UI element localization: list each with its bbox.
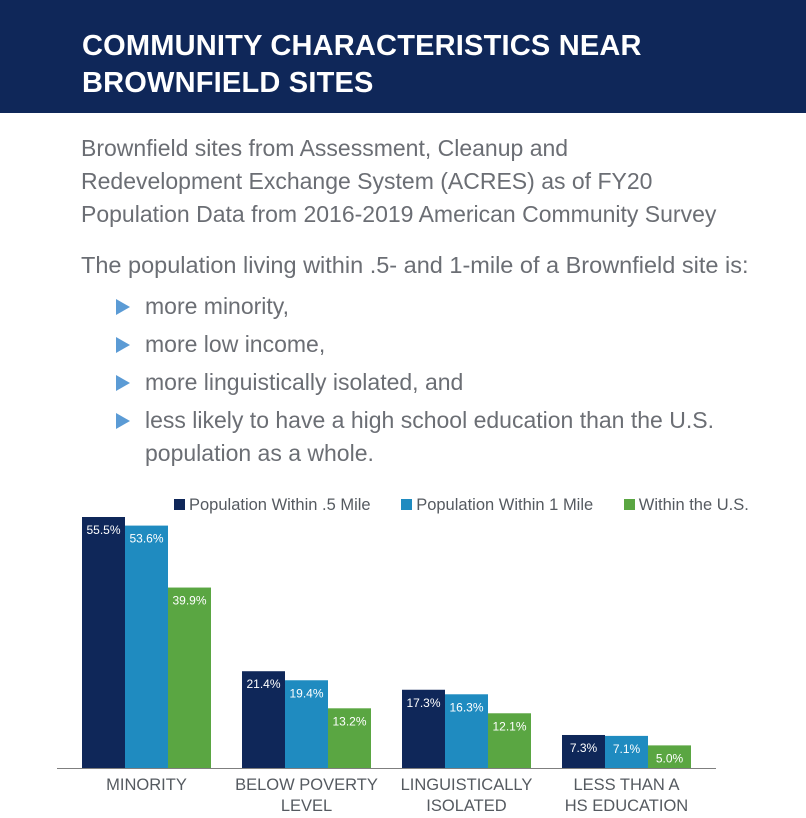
bar-us [328,708,371,768]
data-label: 55.5% [86,523,120,537]
category-label: MINORITY [106,776,187,794]
data-label: 13.2% [332,714,366,728]
title-line-2: BROWNFIELD SITES [82,67,374,99]
source-line-2: Redevelopment Exchange System (ACRES) as… [81,168,653,194]
legend-label-one-mile: Population Within 1 Mile [416,496,594,514]
source-line-3: Population Data from 2016-2019 American … [81,201,717,227]
legend-swatch-half-mile [174,499,185,510]
legend-label-us: Within the U.S. [638,496,749,514]
legend-swatch-us [623,499,635,510]
legend-swatch-one-mile [401,499,413,510]
finding-item: more linguistically isolated, and [116,366,756,399]
data-label: 7.3% [570,741,598,755]
legend-item-one-mile: Population Within 1 Mile [401,496,593,515]
category-label: HS EDUCATION [565,797,688,815]
legend-label-half-mile: Population Within .5 Mile [189,496,371,514]
finding-item: more minority, [116,290,756,323]
bar-one-mile [125,525,168,768]
triangle-bullet-icon [116,299,130,315]
finding-text: more linguistically isolated, and [145,369,464,395]
bar-one-mile [445,694,488,768]
data-label: 21.4% [246,677,280,691]
data-label: 5.0% [656,751,684,765]
category-label: ISOLATED [426,797,506,815]
triangle-bullet-icon [116,375,130,391]
bar-us [648,745,691,768]
bar-half-mile [402,689,445,768]
bar-half-mile [562,734,605,768]
finding-item: more low income, [116,328,756,361]
chart-legend: Population Within .5 Mile Population Wit… [174,496,749,515]
bar-half-mile [242,671,285,768]
bar-one-mile [285,680,328,768]
category-label: LESS THAN A [573,776,679,794]
triangle-bullet-icon [116,413,130,429]
category-label: LINGUISTICALLY [401,776,533,794]
page-title: COMMUNITY CHARACTERISTICS NEAR BROWNFIEL… [82,28,722,102]
data-label: 12.1% [492,719,526,733]
finding-text: more minority, [145,293,289,319]
data-label: 39.9% [172,594,206,608]
header-banner: COMMUNITY CHARACTERISTICS NEAR BROWNFIEL… [0,0,806,113]
data-label: 53.6% [129,532,163,546]
bar-us [168,587,211,768]
legend-item-us: Within the U.S. [623,496,749,515]
finding-text: more low income, [145,331,326,357]
data-label: 7.1% [613,742,641,756]
findings-list: more minority, more low income, more lin… [116,290,756,475]
category-label: LEVEL [281,797,332,815]
finding-item: less likely to have a high school educat… [116,404,756,470]
category-label: BELOW POVERTY [235,776,378,794]
triangle-bullet-icon [116,337,130,353]
legend-item-half-mile: Population Within .5 Mile [174,496,371,515]
title-line-1: COMMUNITY CHARACTERISTICS NEAR [82,30,642,62]
data-label: 17.3% [406,696,440,710]
intro-text: The population living within .5- and 1-m… [81,252,749,278]
bar-one-mile [605,735,648,768]
data-label: 16.3% [449,700,483,714]
finding-text: less likely to have a high school educat… [145,407,714,466]
data-label: 19.4% [289,686,323,700]
bar-us [488,713,531,768]
bar-half-mile [82,517,125,768]
source-note: Brownfield sites from Assessment, Cleanu… [81,132,716,231]
source-line-1: Brownfield sites from Assessment, Cleanu… [81,135,569,161]
